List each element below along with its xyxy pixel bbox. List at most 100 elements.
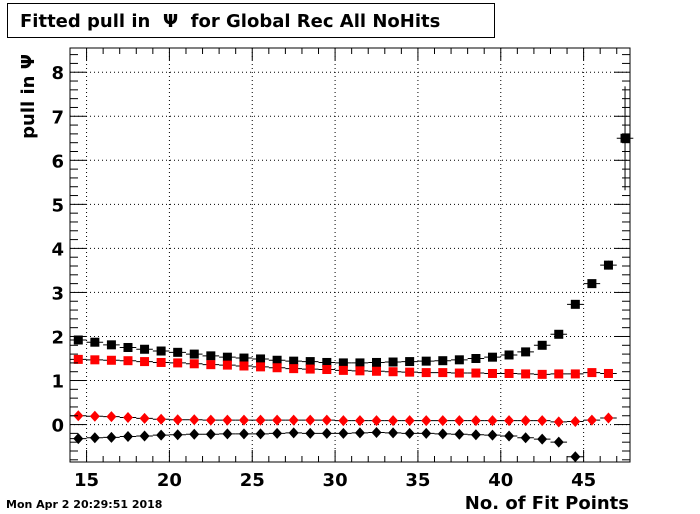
data-point-square xyxy=(289,364,299,374)
data-point-square xyxy=(537,340,547,350)
data-point-diamond xyxy=(487,415,498,427)
data-point-diamond xyxy=(371,415,382,427)
data-point-diamond xyxy=(73,410,84,422)
data-point-square xyxy=(372,357,382,367)
x-axis-title: No. of Fit Points xyxy=(465,493,629,514)
data-point-diamond xyxy=(305,414,316,426)
data-point-diamond xyxy=(404,415,415,427)
data-point-diamond xyxy=(354,415,365,427)
data-point-diamond xyxy=(603,412,614,424)
data-point-diamond xyxy=(388,427,399,439)
data-point-diamond xyxy=(288,414,299,426)
y-tick-label: 5 xyxy=(51,195,64,216)
data-point-diamond xyxy=(106,411,117,423)
data-point-diamond xyxy=(139,412,150,424)
data-point-square xyxy=(156,346,166,356)
data-point-square xyxy=(206,360,216,370)
data-point-square xyxy=(256,362,266,372)
data-point-diamond xyxy=(338,427,349,439)
x-tick-label: 25 xyxy=(240,470,265,491)
data-point-square xyxy=(454,368,464,378)
y-tick-label: 0 xyxy=(51,416,64,437)
data-point-diamond xyxy=(553,416,564,428)
data-point-diamond xyxy=(172,429,183,441)
data-point-square xyxy=(504,350,514,360)
x-tick-label: 35 xyxy=(405,470,430,491)
data-point-diamond xyxy=(238,428,249,440)
data-point-diamond xyxy=(520,415,531,427)
datestamp: Mon Apr 2 20:29:51 2018 xyxy=(6,498,163,511)
data-point-diamond xyxy=(454,428,465,440)
y-tick-label: 6 xyxy=(51,151,64,172)
y-axis-title: pull in Ψ xyxy=(18,54,39,139)
data-point-square xyxy=(454,355,464,365)
data-point-diamond xyxy=(421,427,432,439)
data-point-square xyxy=(487,368,497,378)
data-point-diamond xyxy=(321,414,332,426)
data-point-square xyxy=(338,365,348,375)
data-point-square xyxy=(554,329,564,339)
data-point-square xyxy=(106,340,116,350)
data-point-square xyxy=(289,356,299,366)
data-point-diamond xyxy=(388,415,399,427)
data-point-square xyxy=(438,368,448,378)
data-point-square xyxy=(487,352,497,362)
data-point-square xyxy=(256,354,266,364)
data-point-square xyxy=(189,349,199,359)
data-series xyxy=(70,86,634,463)
data-point-diamond xyxy=(504,430,515,442)
chart-title: Fitted pull in Ψ for Global Rec All NoHi… xyxy=(20,11,441,32)
data-point-square xyxy=(438,356,448,366)
data-point-diamond xyxy=(371,426,382,438)
y-tick-label: 1 xyxy=(51,372,64,393)
data-point-diamond xyxy=(73,433,84,445)
data-point-diamond xyxy=(537,433,548,445)
data-point-diamond xyxy=(305,427,316,439)
data-point-square xyxy=(570,369,580,379)
data-point-diamond xyxy=(139,430,150,442)
data-point-square xyxy=(620,133,630,143)
data-point-square xyxy=(305,357,315,367)
data-point-square xyxy=(206,351,216,361)
data-point-square xyxy=(73,354,83,364)
data-point-square xyxy=(554,369,564,379)
series-0 xyxy=(70,86,634,368)
data-point-square xyxy=(504,368,514,378)
data-point-diamond xyxy=(288,427,299,439)
y-tick-label: 3 xyxy=(51,283,64,304)
data-point-diamond xyxy=(470,429,481,441)
data-point-diamond xyxy=(255,414,266,426)
y-tick-label: 8 xyxy=(51,63,64,84)
data-point-diamond xyxy=(272,414,283,426)
data-point-square xyxy=(305,364,315,374)
series-1 xyxy=(70,354,617,379)
data-point-diamond xyxy=(553,436,564,448)
x-tick-label: 15 xyxy=(74,470,99,491)
data-point-square xyxy=(322,365,332,375)
data-point-diamond xyxy=(122,412,133,424)
data-point-square xyxy=(537,369,547,379)
data-point-square xyxy=(603,260,613,270)
data-point-square xyxy=(587,279,597,289)
data-point-square xyxy=(239,353,249,363)
data-point-square xyxy=(405,367,415,377)
y-tick-label: 4 xyxy=(51,239,64,260)
data-point-diamond xyxy=(89,410,100,422)
data-point-square xyxy=(123,342,133,352)
data-point-diamond xyxy=(437,428,448,440)
data-point-square xyxy=(106,355,116,365)
data-point-square xyxy=(123,356,133,366)
data-point-square xyxy=(570,299,580,309)
data-point-diamond xyxy=(586,414,597,426)
data-point-square xyxy=(90,337,100,347)
chart-title-box: Fitted pull in Ψ for Global Rec All NoHi… xyxy=(7,3,495,38)
data-point-diamond xyxy=(272,427,283,439)
y-tick-label: 2 xyxy=(51,327,64,348)
data-point-diamond xyxy=(504,415,515,427)
data-point-diamond xyxy=(470,415,481,427)
y-tick-label: 7 xyxy=(51,107,64,128)
data-point-diamond xyxy=(172,414,183,426)
data-point-square xyxy=(521,369,531,379)
